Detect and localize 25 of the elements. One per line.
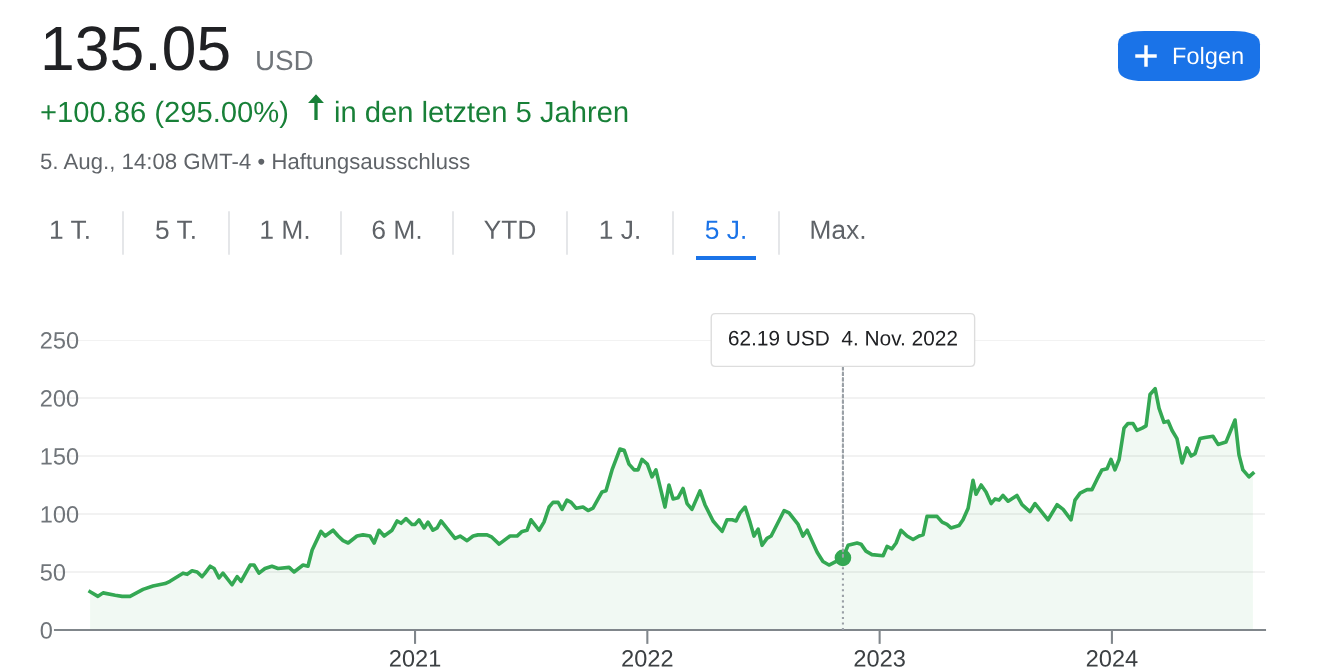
text: YTD	[484, 220, 536, 239]
y-tick-label: 100	[41, 506, 79, 523]
y-tick-label: 200	[40, 390, 79, 407]
y-tick-label: 0	[40, 622, 52, 639]
text: 1 J.	[600, 220, 639, 240]
y-tick-label: 150	[41, 448, 79, 465]
text: 1 M.	[261, 220, 309, 239]
text: 1 T.	[50, 220, 89, 239]
text: +100.86 (295.00%)	[41, 100, 288, 129]
text: 5 T.	[156, 220, 195, 240]
text: 5. Aug., 14:08 GMT-4 • Haftungsausschluss	[40, 152, 470, 174]
y-tick-label: 250	[40, 332, 79, 349]
x-tick-label: 2022	[622, 650, 673, 667]
x-tick-label: 2024	[1086, 650, 1138, 667]
text: Folgen	[1173, 46, 1243, 69]
text: Max.	[811, 220, 865, 240]
text: USD	[257, 50, 313, 71]
x-tick-label: 2023	[854, 650, 905, 667]
text: in den letzten 5 Jahren	[335, 100, 628, 123]
text: 6 M.	[372, 220, 421, 240]
y-tick-label: 50	[40, 564, 66, 581]
text: 135.05	[44, 26, 229, 71]
text: 5 J.	[705, 220, 745, 240]
x-tick-label: 2021	[389, 650, 441, 667]
annotation: 62.19 USD 4. Nov. 2022	[728, 330, 957, 346]
